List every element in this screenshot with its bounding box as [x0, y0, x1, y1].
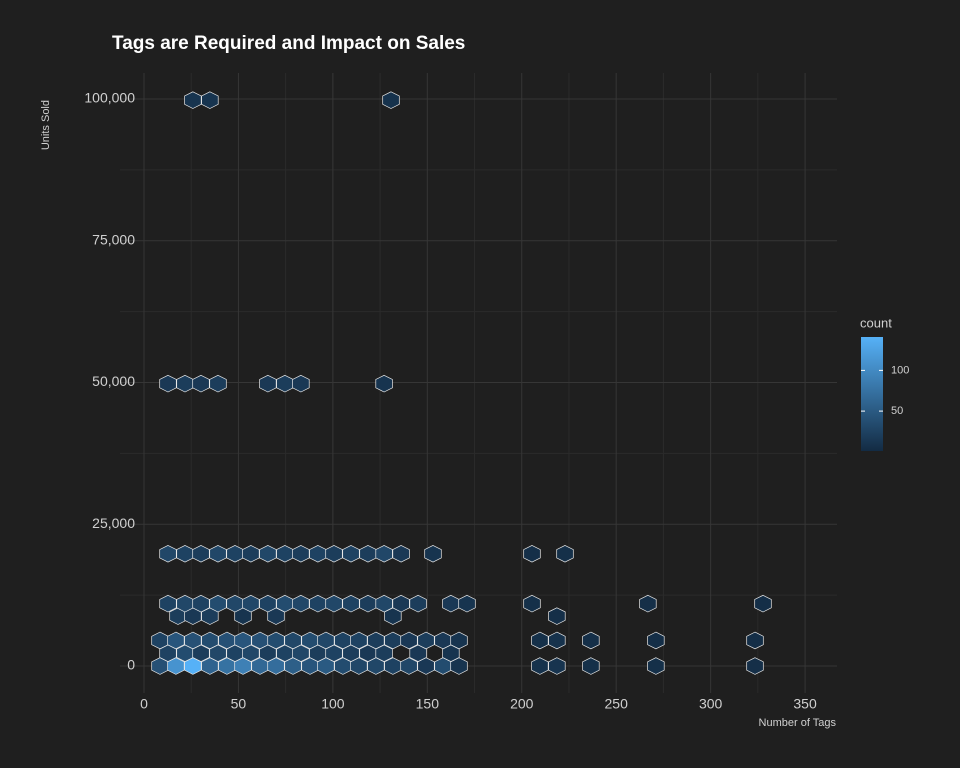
- x-axis-label: Number of Tags: [759, 717, 837, 729]
- x-tick-label: 200: [510, 696, 534, 712]
- hex-bin: [375, 594, 393, 613]
- legend-colorbar: [861, 337, 883, 451]
- hex-bin: [267, 631, 285, 650]
- hex-bin: [417, 631, 435, 650]
- x-tick-label: 50: [231, 696, 247, 712]
- hex-bin: [167, 657, 185, 675]
- hex-bin: [292, 644, 310, 662]
- hex-bin: [242, 644, 260, 662]
- hex-bin: [192, 594, 210, 613]
- hex-bin: [192, 644, 210, 662]
- legend-tick-label: 50: [891, 405, 903, 417]
- hex-bin: [582, 631, 600, 650]
- hex-bin: [647, 657, 665, 675]
- hex-bin: [201, 91, 219, 109]
- y-tick-label: 100,000: [84, 90, 135, 106]
- hex-bin: [325, 594, 343, 613]
- hex-bin: [523, 545, 541, 563]
- hex-bin: [548, 631, 566, 650]
- hex-bin: [209, 644, 227, 662]
- hex-bin: [409, 644, 427, 662]
- hex-bin: [382, 91, 400, 109]
- hex-bin: [746, 631, 764, 650]
- hex-bin: [292, 374, 310, 393]
- hex-bin: [582, 657, 600, 675]
- y-axis-label: Units Sold: [40, 100, 52, 150]
- hex-bin: [647, 631, 665, 650]
- legend-tick-label: 100: [891, 364, 909, 376]
- hex-bin: [556, 545, 574, 563]
- x-tick-label: 300: [699, 696, 723, 712]
- hex-bin: [409, 594, 427, 613]
- x-tick-label: 100: [321, 696, 345, 712]
- hex-bin: [400, 631, 418, 650]
- x-tick-label: 350: [793, 696, 817, 712]
- hex-bin: [548, 657, 566, 675]
- hex-bin: [367, 631, 385, 650]
- hex-bin: [292, 594, 310, 613]
- hex-bin: [442, 644, 460, 662]
- hex-bin: [342, 594, 360, 613]
- hex-bin: [284, 631, 302, 650]
- hex-bin: [159, 594, 177, 613]
- x-tick-label: 0: [140, 696, 148, 712]
- hex-bin: [531, 631, 549, 650]
- hex-bin: [350, 657, 368, 675]
- hex-bin: [531, 657, 549, 675]
- hex-bin: [159, 545, 177, 563]
- hex-bin: [548, 607, 566, 625]
- hex-bin: [192, 374, 210, 393]
- legend-title: count: [860, 315, 892, 330]
- x-tick-label: 150: [416, 696, 440, 712]
- hex-bin: [424, 545, 442, 563]
- hex-bin: [450, 631, 468, 650]
- hex-bin: [746, 657, 764, 675]
- hex-bin: [167, 631, 185, 650]
- hex-bin: [317, 631, 335, 650]
- hex-bin: [392, 545, 410, 563]
- hex-bin: [242, 545, 260, 563]
- hex-bin: [159, 374, 177, 393]
- hex-bin: [754, 594, 772, 613]
- hex-bin: [184, 91, 202, 109]
- hex-bin: [325, 644, 343, 662]
- hex-bin: [259, 545, 277, 563]
- hex-bin: [342, 545, 360, 563]
- hex-bin: [259, 594, 277, 613]
- hex-bin: [392, 594, 410, 613]
- hex-bin: [259, 374, 277, 393]
- hex-bin: [209, 545, 227, 563]
- hex-bin: [242, 594, 260, 613]
- y-tick-label: 25,000: [92, 515, 135, 531]
- hex-bin: [159, 644, 177, 662]
- chart-title: Tags are Required and Impact on Sales: [112, 33, 465, 54]
- hex-bin: [417, 657, 435, 675]
- hex-bin: [639, 594, 657, 613]
- x-tick-label: 250: [605, 696, 629, 712]
- hex-bin: [209, 374, 227, 393]
- hex-bin: [375, 374, 393, 393]
- hex-bin: [523, 594, 541, 613]
- hex-bin: [201, 631, 219, 650]
- hex-bin: [375, 545, 393, 563]
- hex-bin: [458, 594, 476, 613]
- hex-bin: [400, 657, 418, 675]
- hex-bin: [325, 545, 343, 563]
- hex-bin: [184, 631, 202, 650]
- y-tick-label: 0: [127, 657, 135, 673]
- hex-bin: [342, 644, 360, 662]
- y-tick-label: 50,000: [92, 373, 135, 389]
- y-tick-label: 75,000: [92, 231, 135, 247]
- hex-bin: [192, 545, 210, 563]
- hex-bin: [350, 631, 368, 650]
- hex-bin: [209, 594, 227, 613]
- hex-bin: [292, 545, 310, 563]
- hex-bin: [259, 644, 277, 662]
- hex-bin: [234, 631, 252, 650]
